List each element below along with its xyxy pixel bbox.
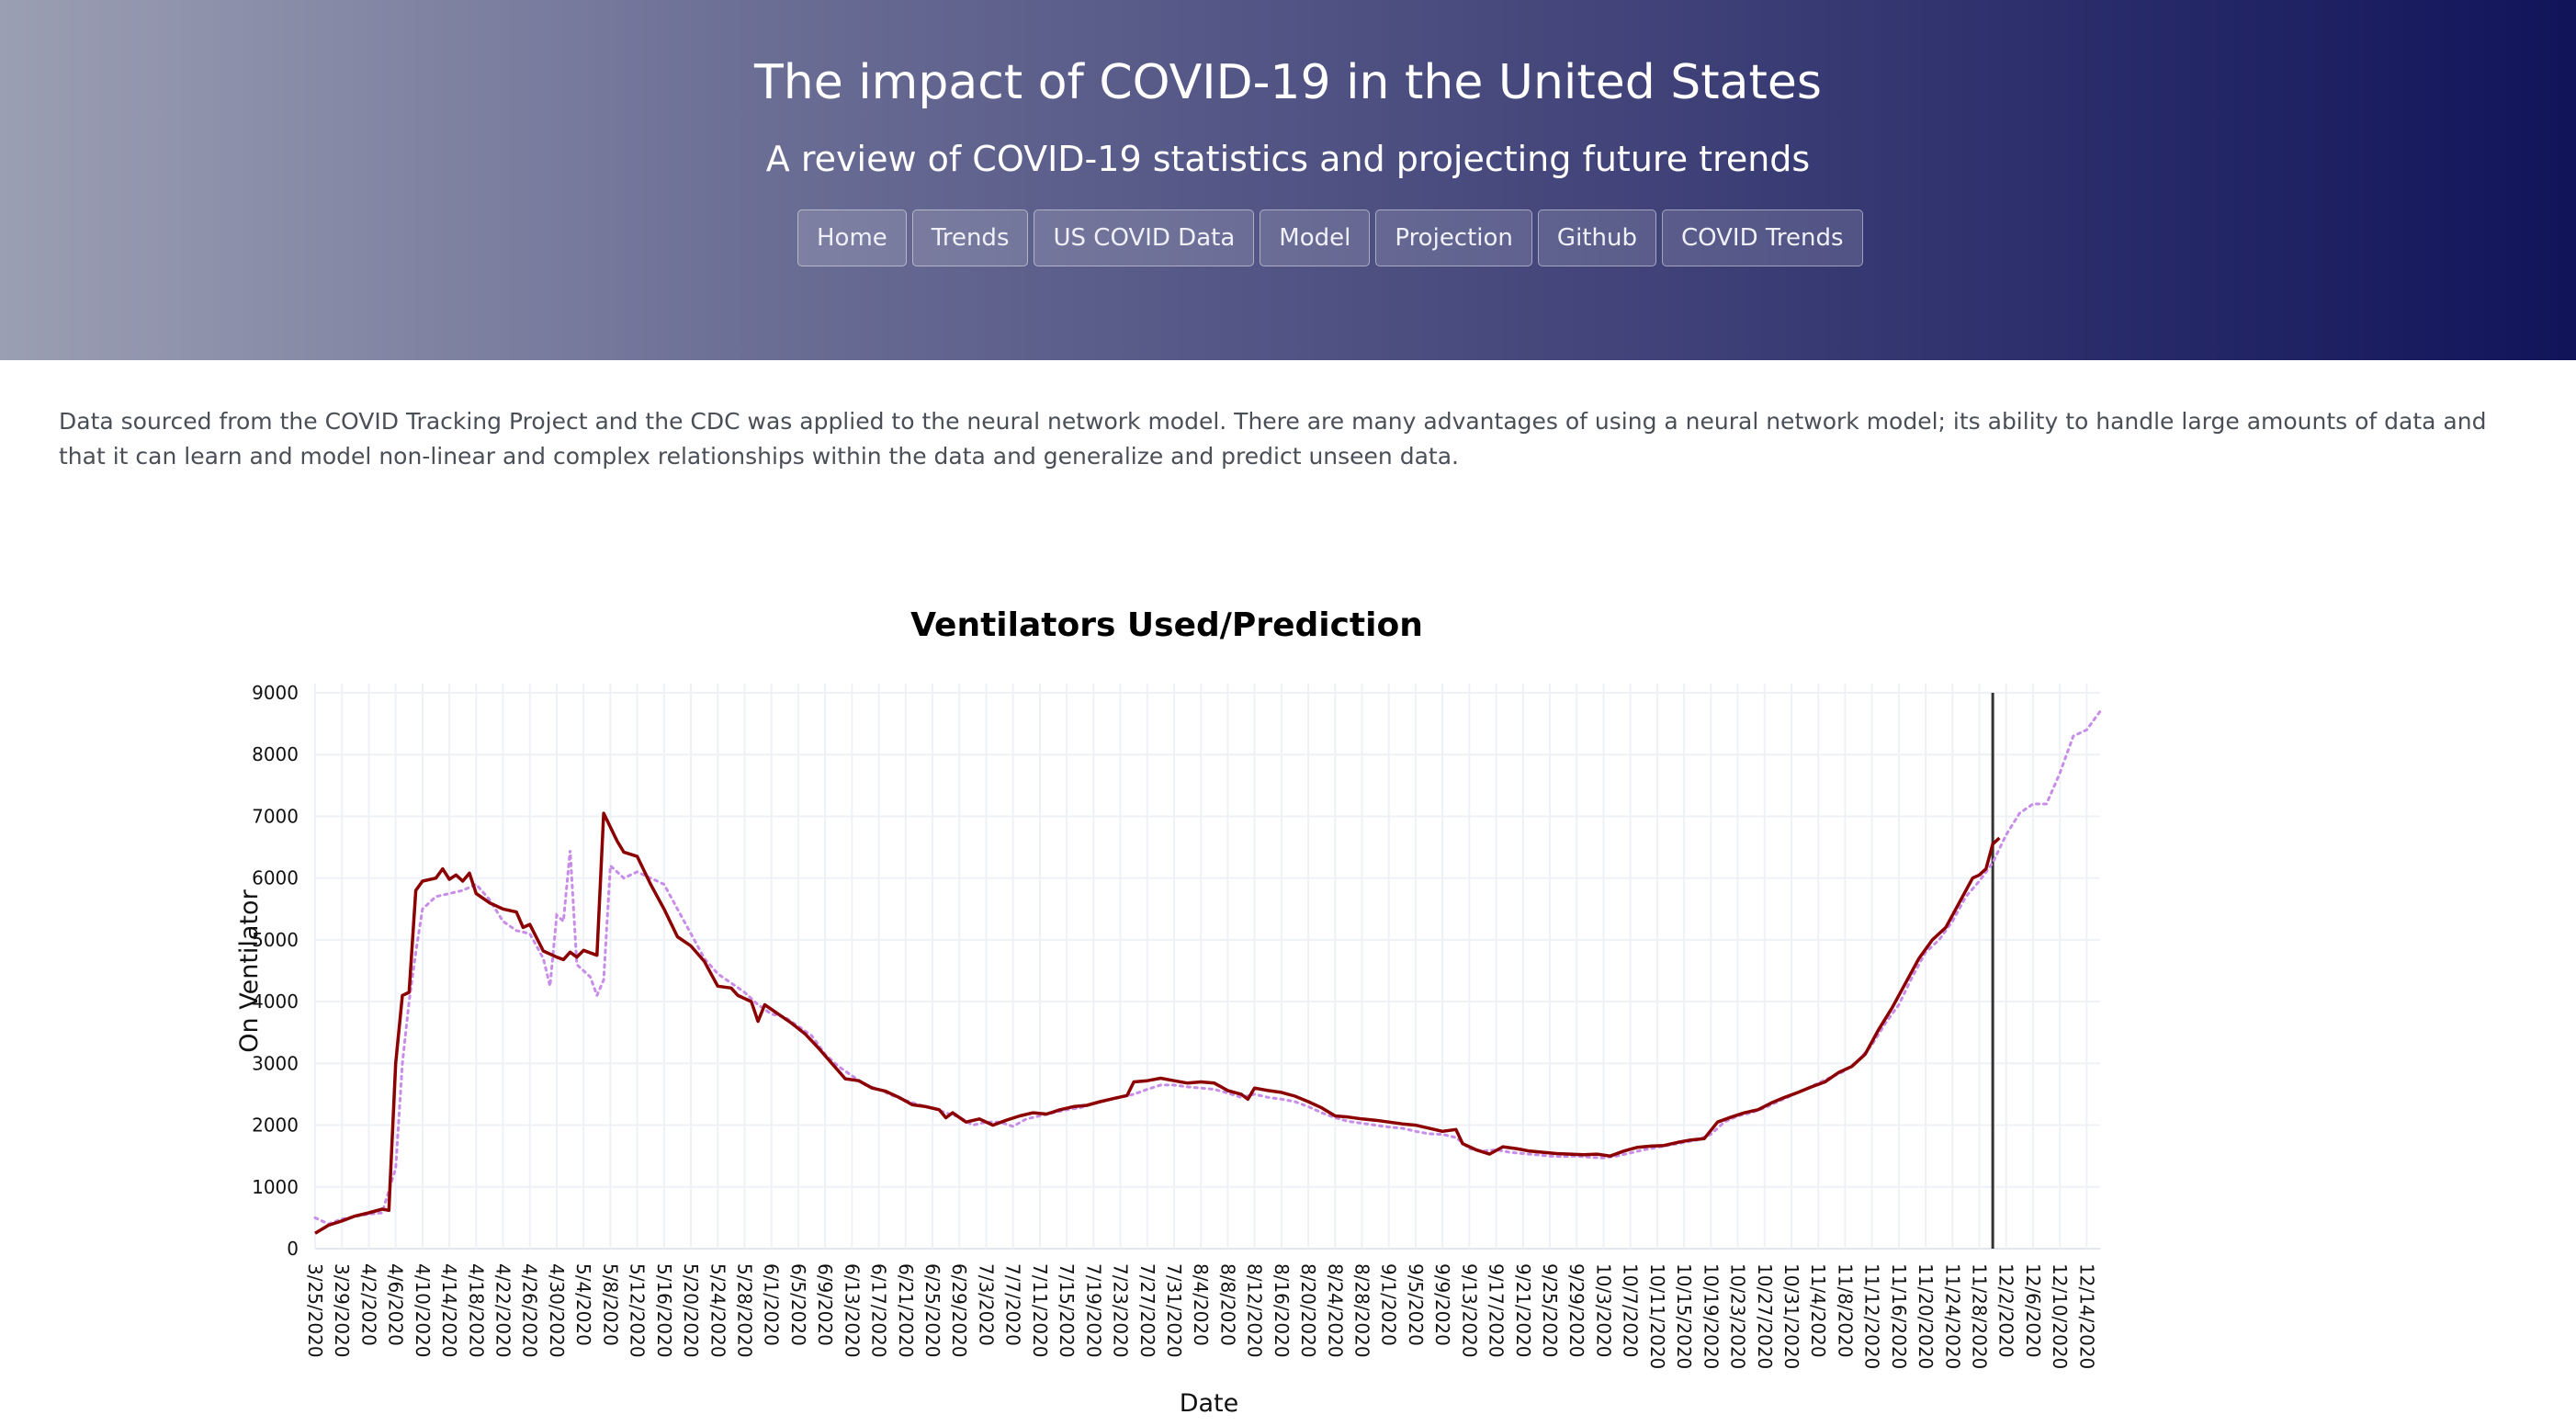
y-tick-label: 5000 <box>252 929 299 951</box>
x-tick-label: 7/3/2020 <box>975 1263 997 1346</box>
y-tick-label: 9000 <box>252 682 299 704</box>
x-tick-label: 4/18/2020 <box>465 1263 487 1358</box>
x-tick-label: 8/12/2020 <box>1244 1263 1266 1358</box>
x-tick-label: 8/28/2020 <box>1351 1263 1373 1358</box>
ventilator-chart: 0 1000 2000 3000 4000 5000 6000 7000 8000 9000 3/… <box>235 606 2102 1418</box>
y-tick-label: 2000 <box>252 1115 299 1137</box>
x-tick-label: 3/25/2020 <box>304 1263 326 1358</box>
x-tick-label: 12/10/2020 <box>2049 1263 2071 1369</box>
x-tick-label: 7/11/2020 <box>1029 1263 1051 1358</box>
x-tick-label: 4/10/2020 <box>412 1263 434 1358</box>
x-tick-label: 6/29/2020 <box>948 1263 970 1358</box>
x-tick-label: 12/14/2020 <box>2075 1263 2097 1369</box>
y-tick-label: 6000 <box>252 867 299 889</box>
x-axis-label: Date <box>1180 1389 1239 1418</box>
y-tick-label: 4000 <box>252 990 299 1013</box>
x-tick-label: 9/13/2020 <box>1458 1263 1480 1358</box>
x-tick-label: 9/29/2020 <box>1565 1263 1587 1358</box>
y-axis-label: On Ventilator <box>235 888 264 1052</box>
nav-projection-button[interactable]: Projection <box>1375 209 1532 266</box>
x-tick-label: 6/21/2020 <box>895 1263 917 1358</box>
y-axis-ticks: 0 1000 2000 3000 4000 5000 6000 7000 8000 9000 <box>252 682 299 1260</box>
x-tick-label: 7/19/2020 <box>1082 1263 1104 1358</box>
x-tick-label: 6/1/2020 <box>761 1263 783 1346</box>
intro-paragraph: Data sourced from the COVID Tracking Pro… <box>59 408 2487 470</box>
x-tick-label: 8/16/2020 <box>1271 1263 1293 1358</box>
x-tick-label: 8/4/2020 <box>1190 1263 1212 1346</box>
x-tick-label: 7/27/2020 <box>1136 1263 1158 1358</box>
x-tick-label: 5/24/2020 <box>706 1263 729 1358</box>
y-tick-label: 8000 <box>252 743 299 765</box>
x-tick-label: 4/22/2020 <box>492 1263 514 1358</box>
x-tick-label: 8/24/2020 <box>1324 1263 1346 1358</box>
x-tick-label: 9/9/2020 <box>1431 1263 1453 1346</box>
x-tick-label: 4/30/2020 <box>546 1263 568 1358</box>
x-tick-label: 6/9/2020 <box>814 1263 836 1346</box>
x-tick-label: 8/20/2020 <box>1297 1263 1319 1358</box>
nav-covid-trends-button[interactable]: COVID Trends <box>1661 209 1863 266</box>
x-tick-label: 5/16/2020 <box>653 1263 675 1358</box>
x-tick-label: 4/2/2020 <box>357 1263 379 1346</box>
y-tick-label: 0 <box>287 1238 299 1260</box>
x-tick-label: 5/4/2020 <box>572 1263 594 1346</box>
y-tick-label: 1000 <box>252 1176 299 1198</box>
x-tick-label: 12/6/2020 <box>2022 1263 2044 1358</box>
x-tick-label: 11/20/2020 <box>1915 1263 1937 1369</box>
x-tick-label: 10/19/2020 <box>1700 1263 1722 1369</box>
x-tick-label: 4/14/2020 <box>438 1263 460 1358</box>
nav-home-button[interactable]: Home <box>797 209 907 266</box>
x-tick-label: 9/1/2020 <box>1378 1263 1400 1346</box>
x-tick-label: 7/7/2020 <box>1002 1263 1024 1346</box>
x-tick-label: 6/13/2020 <box>841 1263 863 1358</box>
x-tick-label: 6/17/2020 <box>868 1263 890 1358</box>
chart-grid <box>314 684 2100 1250</box>
x-tick-label: 10/7/2020 <box>1620 1263 1642 1358</box>
y-tick-label: 3000 <box>252 1052 299 1074</box>
x-tick-label: 10/11/2020 <box>1646 1263 1668 1369</box>
x-tick-label: 11/16/2020 <box>1888 1263 1910 1369</box>
x-tick-label: 9/5/2020 <box>1405 1263 1427 1346</box>
x-tick-label: 11/4/2020 <box>1807 1263 1829 1358</box>
page-subtitle: A review of COVID-19 statistics and proj… <box>765 139 1811 179</box>
nav-model-button[interactable]: Model <box>1260 209 1371 266</box>
x-tick-label: 10/3/2020 <box>1592 1263 1614 1358</box>
nav-github-button[interactable]: Github <box>1537 209 1656 266</box>
x-tick-label: 10/31/2020 <box>1780 1263 1802 1369</box>
x-tick-label: 7/15/2020 <box>1056 1263 1078 1358</box>
x-tick-label: 4/26/2020 <box>519 1263 541 1358</box>
y-tick-label: 7000 <box>252 805 299 827</box>
nav-bar: Home Trends US COVID Data Model Projecti… <box>797 209 1863 266</box>
x-tick-label: 9/25/2020 <box>1539 1263 1561 1358</box>
x-tick-label: 3/29/2020 <box>331 1263 353 1358</box>
x-tick-label: 11/8/2020 <box>1834 1263 1856 1358</box>
x-tick-label: 11/12/2020 <box>1861 1263 1883 1369</box>
x-tick-label: 7/31/2020 <box>1163 1263 1185 1358</box>
x-tick-label: 6/5/2020 <box>787 1263 809 1346</box>
x-tick-label: 12/2/2020 <box>1995 1263 2017 1358</box>
x-tick-label: 7/23/2020 <box>1110 1263 1132 1358</box>
x-tick-label: 9/21/2020 <box>1512 1263 1534 1358</box>
x-axis-ticks: 3/25/2020 3/29/2020 4/2/2020 4/6/2020 4/10/2… <box>304 1263 2097 1369</box>
x-tick-label: 8/8/2020 <box>1216 1263 1238 1346</box>
x-tick-label: 5/12/2020 <box>627 1263 649 1358</box>
nav-trends-button[interactable]: Trends <box>911 209 1029 266</box>
x-tick-label: 10/27/2020 <box>1754 1263 1776 1369</box>
x-tick-label: 5/20/2020 <box>680 1263 702 1358</box>
x-tick-label: 10/15/2020 <box>1673 1263 1695 1369</box>
x-tick-label: 10/23/2020 <box>1727 1263 1749 1369</box>
header-banner: The impact of COVID-19 in the United Sta… <box>0 0 2576 360</box>
chart-title: Ventilators Used/Prediction <box>910 606 1423 644</box>
x-tick-label: 6/25/2020 <box>921 1263 943 1358</box>
x-tick-label: 11/28/2020 <box>1969 1263 1991 1369</box>
x-tick-label: 5/28/2020 <box>733 1263 755 1358</box>
x-tick-label: 9/17/2020 <box>1486 1263 1508 1358</box>
x-tick-label: 11/24/2020 <box>1941 1263 1963 1369</box>
nav-us-covid-data-button[interactable]: US COVID Data <box>1034 209 1255 266</box>
x-tick-label: 4/6/2020 <box>385 1263 407 1346</box>
actual-series-line <box>314 811 2001 1235</box>
x-tick-label: 5/8/2020 <box>599 1263 621 1346</box>
page-title: The impact of COVID-19 in the United Sta… <box>753 55 1823 110</box>
